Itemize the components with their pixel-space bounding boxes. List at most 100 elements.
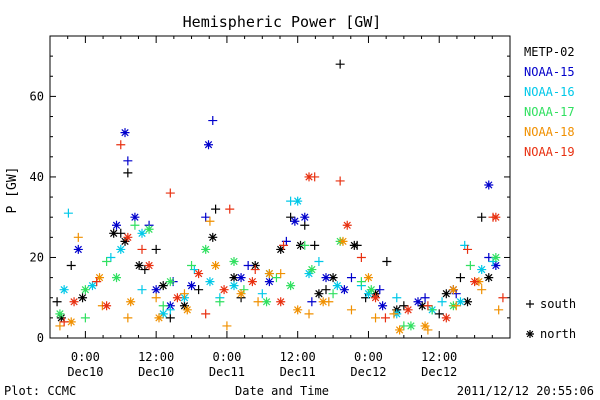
data-point-plus [314, 256, 324, 266]
data-point-plus [335, 59, 345, 69]
data-point-asterisk [165, 277, 175, 287]
data-point-asterisk [262, 297, 272, 307]
data-point-asterisk [339, 285, 349, 295]
data-point-asterisk [417, 301, 427, 311]
data-point-asterisk [126, 297, 136, 307]
data-point-asterisk [304, 269, 314, 279]
data-point-asterisk [205, 277, 215, 287]
data-point-asterisk [56, 313, 66, 323]
data-point-plus [286, 212, 296, 222]
data-point-asterisk [116, 244, 126, 254]
data-point-plus [151, 244, 161, 254]
data-point-plus [73, 232, 83, 242]
marker-legend-label: south [540, 297, 576, 311]
data-point-asterisk [420, 321, 430, 331]
data-point-plus [116, 140, 126, 150]
data-point-plus [63, 208, 73, 218]
data-point-asterisk [314, 289, 324, 299]
data-point-asterisk [158, 309, 168, 319]
data-point-plus [165, 188, 175, 198]
data-point-asterisk [112, 220, 122, 230]
data-point-asterisk [300, 212, 310, 222]
data-point-plus [382, 256, 392, 266]
data-point-plus [253, 297, 263, 307]
data-point-plus [137, 285, 147, 295]
data-point-plus [304, 309, 314, 319]
data-point-plus [465, 261, 475, 271]
data-point-asterisk [204, 140, 214, 150]
data-point-plus [392, 293, 402, 303]
data-point-asterisk [80, 285, 90, 295]
data-point-asterisk [219, 285, 229, 295]
data-points [52, 59, 508, 335]
data-point-asterisk [78, 293, 88, 303]
data-point-asterisk [470, 277, 480, 287]
x-tick-time-label: 0:00 [354, 350, 383, 364]
data-point-asterisk [264, 277, 274, 287]
data-point-asterisk [276, 244, 286, 254]
data-point-plus [102, 256, 112, 266]
x-tick-date-label: Dec12 [350, 365, 386, 379]
data-point-asterisk [463, 297, 473, 307]
data-point-plus [250, 265, 260, 275]
legend-item: NOAA-17 [524, 105, 575, 119]
timestamp: 2011/12/12 20:55:06 [457, 384, 594, 398]
data-point-asterisk [229, 256, 239, 266]
data-point-asterisk [120, 128, 130, 138]
legend-item: METP-02 [524, 45, 575, 59]
data-point-asterisk [154, 313, 164, 323]
data-point-plus [140, 265, 150, 275]
data-point-asterisk [182, 305, 192, 315]
data-point-asterisk [349, 240, 359, 250]
marker-legend-symbol [526, 330, 534, 338]
data-point-asterisk [484, 273, 494, 283]
data-point-plus [222, 321, 232, 331]
data-point-asterisk [332, 281, 342, 291]
data-point-asterisk [293, 305, 303, 315]
legend-item: NOAA-19 [524, 145, 575, 159]
data-point-plus [194, 285, 204, 295]
data-point-plus [137, 244, 147, 254]
y-tick-label: 0 [37, 331, 44, 345]
y-axis: 0 20 40 60 [30, 35, 510, 345]
data-point-plus [123, 156, 133, 166]
y-tick-label: 60 [30, 89, 44, 103]
data-point-asterisk [441, 313, 451, 323]
data-point-plus [215, 297, 225, 307]
data-point-plus [201, 309, 211, 319]
data-point-plus [59, 317, 69, 327]
data-point-asterisk [363, 273, 373, 283]
x-axis: 0:00Dec1012:00Dec100:00Dec1112:00Dec110:… [67, 36, 493, 379]
data-point-asterisk [151, 285, 161, 295]
data-point-plus [356, 252, 366, 262]
y-tick-label: 20 [30, 250, 44, 264]
data-point-asterisk [102, 301, 112, 311]
data-point-plus [335, 176, 345, 186]
data-point-plus [279, 240, 289, 250]
data-point-asterisk [179, 301, 189, 311]
data-point-asterisk [208, 232, 218, 242]
data-point-plus [427, 305, 437, 315]
data-point-asterisk [406, 321, 416, 331]
data-point-plus [371, 313, 381, 323]
data-point-plus [346, 305, 356, 315]
data-point-plus [130, 220, 140, 230]
data-point-asterisk [112, 273, 122, 283]
data-point-plus [52, 297, 62, 307]
legend: METP-02 NOAA-15 NOAA-16 NOAA-17 NOAA-18 NOAA-… [524, 45, 575, 159]
data-point-asterisk [194, 269, 204, 279]
data-point-plus [420, 293, 430, 303]
data-point-asterisk [366, 285, 376, 295]
data-point-asterisk [318, 297, 328, 307]
legend-item: NOAA-16 [524, 85, 575, 99]
data-point-asterisk [201, 244, 211, 254]
data-point-asterisk [286, 281, 296, 291]
data-point-asterisk [109, 228, 119, 238]
data-point-asterisk [455, 297, 465, 307]
data-point-asterisk [66, 317, 76, 327]
data-point-plus [463, 244, 473, 254]
x-tick-time-label: 0:00 [212, 350, 241, 364]
data-point-asterisk [307, 265, 317, 275]
data-point-plus [208, 116, 218, 126]
